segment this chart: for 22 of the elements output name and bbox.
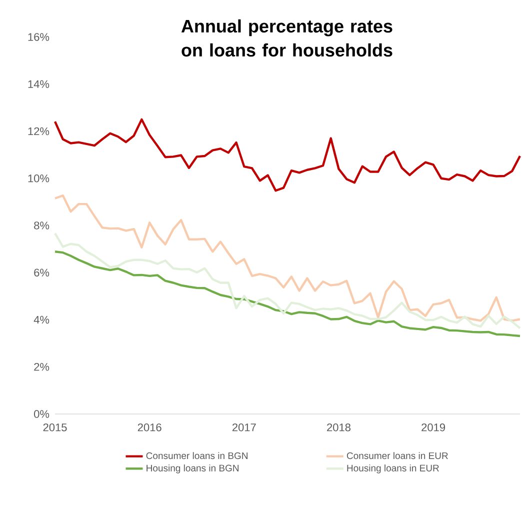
x-tick-label: 2016 xyxy=(138,424,162,432)
x-tick-label: 2017 xyxy=(232,424,256,432)
y-tick-label: 6% xyxy=(34,268,50,277)
y-tick-label: 2% xyxy=(34,362,50,371)
legend-label: Housing loans in BGN xyxy=(146,464,239,474)
legend-label: Consumer loans in BGN xyxy=(146,452,248,460)
line-series xyxy=(54,194,522,322)
y-tick-label: 14% xyxy=(28,80,50,88)
legend-label: Housing loans in EUR xyxy=(347,464,439,474)
line-series xyxy=(54,118,522,192)
y-tick-label: 16% xyxy=(28,33,50,41)
y-tick-label: 4% xyxy=(34,316,50,324)
x-tick-label: 2015 xyxy=(43,424,67,432)
y-tick-label: 12% xyxy=(28,127,50,136)
line-series xyxy=(54,232,522,330)
y-tick-label: 10% xyxy=(28,174,50,182)
y-tick-label: 0% xyxy=(34,410,50,418)
y-tick-label: 8% xyxy=(34,222,50,230)
chart-title: Annual percentage rates on loans for households xyxy=(181,19,392,57)
legend-label: Consumer loans in EUR xyxy=(346,452,448,460)
x-tick-label: 2019 xyxy=(422,424,446,432)
x-tick-label: 2018 xyxy=(327,424,350,432)
